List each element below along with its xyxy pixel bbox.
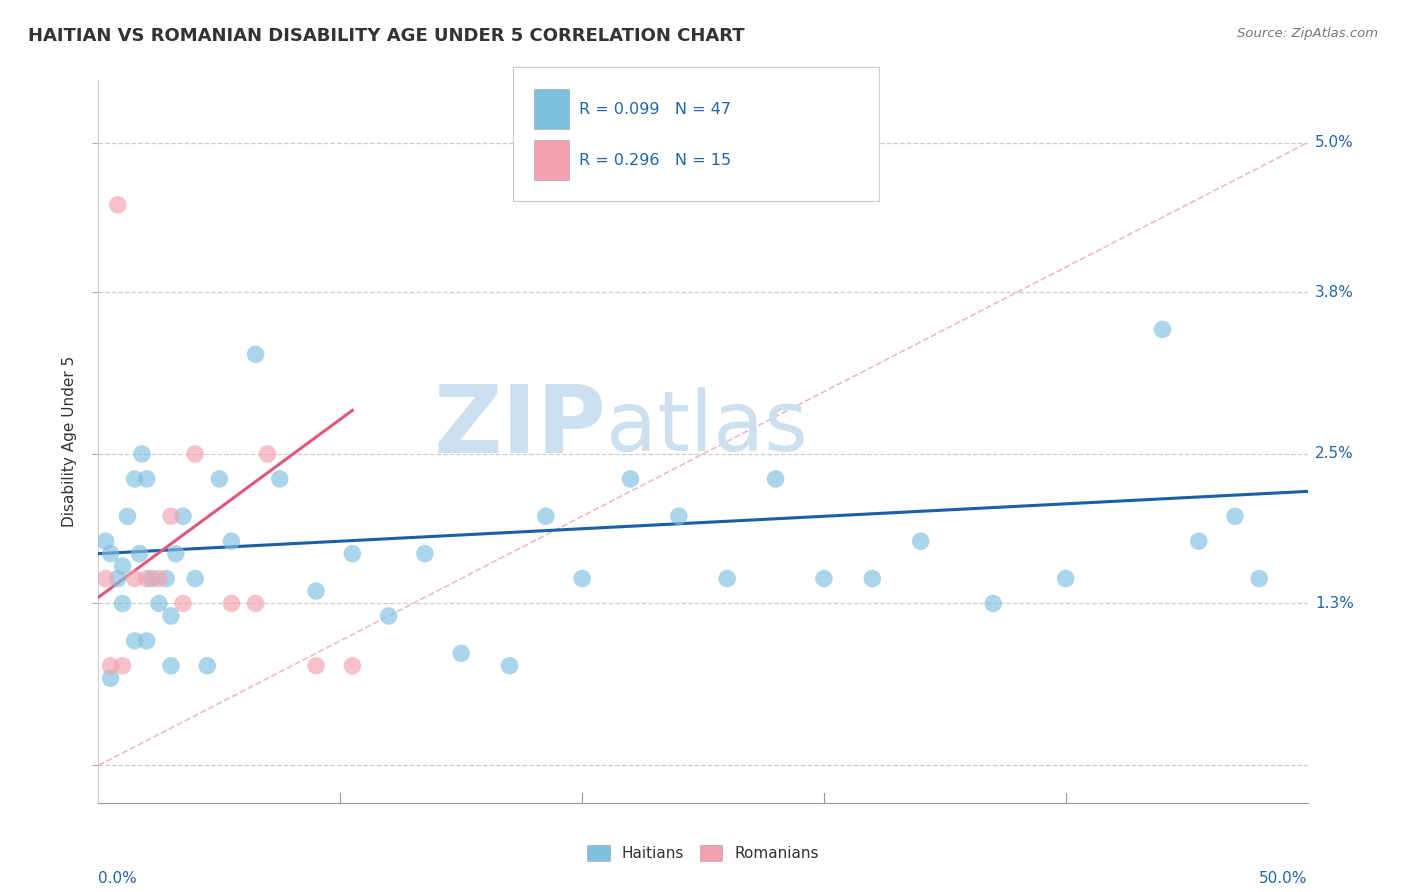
Point	[1249, 572, 1271, 586]
Point	[165, 547, 187, 561]
Point	[208, 472, 231, 486]
Point	[245, 597, 267, 611]
Point	[172, 597, 194, 611]
Point	[160, 609, 183, 624]
Text: ZIP: ZIP	[433, 381, 606, 473]
Point	[1054, 572, 1077, 586]
Point	[221, 534, 243, 549]
Point	[860, 572, 883, 586]
Point	[148, 572, 170, 586]
Point	[160, 509, 183, 524]
Point	[131, 447, 153, 461]
Text: 5.0%: 5.0%	[1315, 135, 1354, 150]
Point	[135, 572, 157, 586]
Point	[184, 447, 207, 461]
Text: 2.5%: 2.5%	[1315, 447, 1354, 461]
Point	[94, 534, 117, 549]
Point	[269, 472, 291, 486]
Point	[184, 572, 207, 586]
Text: R = 0.099   N = 47: R = 0.099 N = 47	[579, 103, 731, 117]
Legend: Haitians, Romanians: Haitians, Romanians	[581, 839, 825, 867]
Point	[498, 658, 520, 673]
Text: 1.3%: 1.3%	[1315, 596, 1354, 611]
Point	[413, 547, 436, 561]
Point	[377, 609, 399, 624]
Point	[1223, 509, 1246, 524]
Text: 3.8%: 3.8%	[1315, 285, 1354, 300]
Point	[981, 597, 1004, 611]
Point	[668, 509, 690, 524]
Text: HAITIAN VS ROMANIAN DISABILITY AGE UNDER 5 CORRELATION CHART: HAITIAN VS ROMANIAN DISABILITY AGE UNDER…	[28, 27, 745, 45]
Text: 0.0%: 0.0%	[98, 871, 138, 887]
Point	[100, 547, 122, 561]
Point	[1152, 322, 1174, 336]
Point	[160, 658, 183, 673]
Point	[94, 572, 117, 586]
Point	[107, 572, 129, 586]
Point	[910, 534, 932, 549]
Point	[221, 597, 243, 611]
Point	[256, 447, 278, 461]
Point	[342, 658, 364, 673]
Point	[571, 572, 593, 586]
Point	[117, 509, 139, 524]
Point	[619, 472, 641, 486]
Point	[342, 547, 364, 561]
Point	[305, 584, 328, 599]
Point	[100, 658, 122, 673]
Point	[245, 347, 267, 361]
Point	[716, 572, 738, 586]
Point	[124, 472, 146, 486]
Point	[155, 572, 177, 586]
Point	[107, 198, 129, 212]
Point	[111, 658, 134, 673]
Point	[172, 509, 194, 524]
Point	[450, 646, 472, 660]
Point	[111, 559, 134, 574]
Point	[124, 572, 146, 586]
Point	[135, 472, 157, 486]
Point	[111, 597, 134, 611]
Point	[141, 572, 163, 586]
Point	[124, 633, 146, 648]
Point	[305, 658, 328, 673]
Point	[195, 658, 218, 673]
Point	[148, 597, 170, 611]
Point	[128, 547, 150, 561]
Text: Source: ZipAtlas.com: Source: ZipAtlas.com	[1237, 27, 1378, 40]
Point	[534, 509, 557, 524]
Y-axis label: Disability Age Under 5: Disability Age Under 5	[62, 356, 77, 527]
Point	[765, 472, 787, 486]
Point	[1188, 534, 1211, 549]
Text: R = 0.296   N = 15: R = 0.296 N = 15	[579, 153, 731, 168]
Text: 50.0%: 50.0%	[1260, 871, 1308, 887]
Text: atlas: atlas	[606, 386, 808, 467]
Point	[813, 572, 835, 586]
Point	[135, 633, 157, 648]
Point	[100, 671, 122, 685]
